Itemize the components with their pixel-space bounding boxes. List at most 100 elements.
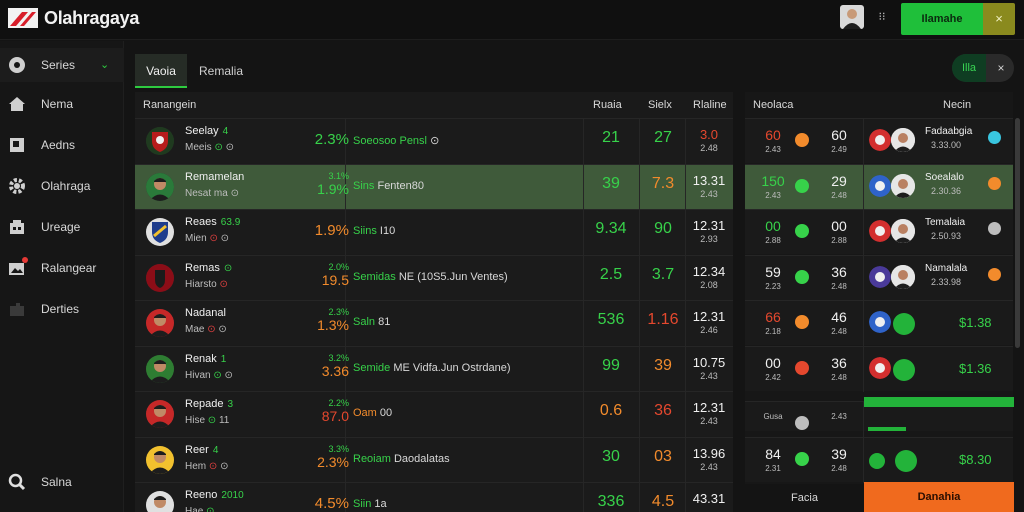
match-description[interactable]: Semide ME Vidfa.Jun Ostrdane) bbox=[353, 362, 511, 374]
value-col-3[interactable]: 12.31 2.43 bbox=[687, 400, 731, 426]
player-name[interactable]: Temalaia bbox=[925, 217, 966, 228]
value-col-2[interactable]: 1.16 bbox=[647, 311, 679, 328]
team-name[interactable]: Reaes 63.9 bbox=[185, 216, 240, 228]
odds-row[interactable]: 66 2.18 46 2.48 $1.38 bbox=[745, 300, 1013, 346]
value-col-1[interactable]: 2.5 bbox=[599, 265, 623, 283]
odds-away[interactable]: 46 2.48 bbox=[819, 309, 859, 336]
value-col-1[interactable]: 0.6 bbox=[599, 402, 623, 419]
sidebar-search[interactable]: Salna bbox=[0, 465, 124, 499]
odds-home[interactable]: 00 2.88 bbox=[755, 218, 791, 245]
table-row[interactable]: Seelay 4 Meeis ⊙ ⊙ 2.3% Soeosoo Pensl ⊙ 21 27 3… bbox=[135, 118, 733, 164]
match-description[interactable]: Saln 81 bbox=[353, 316, 390, 328]
value-col-1[interactable]: 21 bbox=[602, 129, 620, 146]
value-col-1[interactable]: 536 bbox=[597, 311, 625, 328]
odds-home[interactable]: 84 2.31 bbox=[755, 446, 791, 473]
right-header-right[interactable]: Necin bbox=[943, 99, 972, 111]
sidebar-item-ralangear[interactable]: Ralangear bbox=[0, 251, 124, 285]
odds-row[interactable]: 59 2.23 36 2.48 Namalala 2.33.98 bbox=[745, 254, 1013, 301]
team-name[interactable]: Remas ⊙ bbox=[185, 262, 232, 274]
odds-row[interactable]: 84 2.31 39 2.48 $8.30 bbox=[745, 436, 1013, 483]
price-value[interactable]: $8.30 bbox=[959, 451, 992, 467]
odds-away[interactable]: 39 2.48 bbox=[819, 446, 859, 473]
team-name[interactable]: Reeno 2010 bbox=[185, 489, 244, 501]
table-row[interactable]: Reaes 63.9 Mien ⊙ ⊙ 1.9% Siins I10 9.34 90 12.3… bbox=[135, 209, 733, 255]
sidebar-item-aedns[interactable]: Aedns bbox=[0, 128, 124, 162]
value-col-2[interactable]: 3.7 bbox=[651, 265, 675, 283]
odds-away[interactable]: 2.43 bbox=[819, 410, 859, 421]
value-col-3[interactable]: 43.31 bbox=[687, 491, 731, 506]
right-header-left[interactable]: Neolaca bbox=[753, 99, 794, 111]
table-row[interactable]: Remas ⊙ Hiarsto ⊙ 2.0% 19.5 Semidas NE (10S5… bbox=[135, 254, 733, 301]
value-col-3[interactable]: 13.96 2.43 bbox=[687, 446, 731, 472]
value-col-1[interactable]: 336 bbox=[597, 493, 625, 510]
col-header-v1[interactable]: Ruaia bbox=[593, 99, 622, 111]
close-icon[interactable]: × bbox=[997, 61, 1005, 75]
value-col-2[interactable]: 90 bbox=[654, 220, 672, 237]
match-description[interactable]: Siin 1a bbox=[353, 498, 387, 510]
filter-toggle[interactable]: Illa × bbox=[952, 54, 1014, 82]
team-name[interactable]: Reer 4 bbox=[185, 444, 218, 456]
value-col-2[interactable]: 27 bbox=[654, 129, 672, 146]
menu-dots-icon[interactable]: ⁝⁝ bbox=[878, 11, 886, 23]
close-icon[interactable]: × bbox=[983, 3, 1015, 35]
tab-secondary[interactable]: Remalia bbox=[198, 64, 243, 78]
sidebar-item-ureage[interactable]: Ureage bbox=[0, 210, 124, 244]
footer-primary-button[interactable]: Danahia bbox=[864, 482, 1014, 512]
value-col-3[interactable]: 10.75 2.43 bbox=[687, 355, 731, 381]
odds-away[interactable]: 00 2.88 bbox=[819, 218, 859, 245]
value-col-3[interactable]: 12.34 2.08 bbox=[687, 264, 731, 290]
value-col-3[interactable]: 13.31 2.43 bbox=[687, 173, 731, 199]
odds-home[interactable]: Gusa bbox=[755, 410, 791, 421]
odds-home[interactable]: 66 2.18 bbox=[755, 309, 791, 336]
odds-away[interactable]: 60 2.49 bbox=[819, 127, 859, 154]
team-name[interactable]: Seelay 4 bbox=[185, 125, 228, 137]
team-name[interactable]: Renak 1 bbox=[185, 353, 226, 365]
value-col-3[interactable]: 12.31 2.93 bbox=[687, 218, 731, 244]
odds-away[interactable]: 29 2.48 bbox=[819, 173, 859, 200]
team-name[interactable]: Repade 3 bbox=[185, 398, 233, 410]
price-value[interactable]: $1.38 bbox=[959, 315, 992, 330]
table-row[interactable]: Remamelan Nesat ma ⊙ 3.1% 1.9% Sins Fenten80… bbox=[135, 163, 733, 210]
user-avatar-icon[interactable] bbox=[840, 5, 864, 29]
team-name[interactable]: Nadanal bbox=[185, 307, 226, 319]
player-name[interactable]: Soealalo bbox=[925, 171, 964, 183]
odds-row[interactable]: 00 2.88 00 2.88 Temalaia 2.50.93 bbox=[745, 209, 1013, 255]
value-col-3[interactable]: 3.0 2.48 bbox=[687, 127, 731, 153]
odds-home[interactable]: 00 2.42 bbox=[755, 355, 791, 382]
table-row[interactable]: Reer 4 Hem ⊙ ⊙ 3.3% 2.3% Reoiam Daodalatas 30 0… bbox=[135, 436, 733, 483]
table-row[interactable]: Reeno 2010 Hae ⊙ 4.5% Siin 1a 336 4.5 43.31 bbox=[135, 482, 733, 512]
odds-home[interactable]: 59 2.23 bbox=[755, 264, 791, 291]
filter-toggle-label[interactable]: Illa bbox=[952, 54, 986, 82]
price-value[interactable]: $1.36 bbox=[959, 360, 992, 376]
primary-cta-button[interactable]: Ilamahe bbox=[901, 3, 983, 35]
odds-row[interactable]: 60 2.43 60 2.49 Fadaabgia 3.33.00 bbox=[745, 118, 1013, 164]
value-col-2[interactable]: 7.3 bbox=[651, 174, 675, 192]
value-col-1[interactable]: 99 bbox=[602, 356, 620, 374]
odds-away[interactable]: 36 2.48 bbox=[819, 264, 859, 291]
player-name[interactable]: Namalala bbox=[925, 262, 968, 274]
sidebar-item-home[interactable]: Nema bbox=[0, 87, 124, 121]
sidebar-item-derties[interactable]: Derties bbox=[0, 292, 124, 326]
sidebar-item-series[interactable]: Series ⌄ bbox=[0, 48, 124, 82]
odds-home[interactable]: 150 2.43 bbox=[755, 173, 791, 200]
match-description[interactable]: Soeosoo Pensl ⊙ bbox=[353, 134, 439, 147]
player-name[interactable]: Fadaabgia bbox=[925, 126, 973, 137]
odds-away[interactable]: 36 2.48 bbox=[819, 355, 859, 382]
match-description[interactable]: Semidas NE (10S5.Jun Ventes) bbox=[353, 271, 508, 283]
sidebar-item-olahraga[interactable]: Olahraga bbox=[0, 169, 124, 203]
value-col-2[interactable]: 39 bbox=[654, 356, 672, 374]
chevron-down-icon[interactable]: ⌄ bbox=[100, 59, 110, 71]
match-description[interactable]: Reoiam Daodalatas bbox=[353, 453, 450, 465]
odds-row[interactable]: 00 2.42 36 2.48 $1.36 bbox=[745, 345, 1013, 392]
match-description[interactable]: Sins Fenten80 bbox=[353, 180, 424, 192]
table-row[interactable]: Renak 1 Hivan ⊙ ⊙ 3.2% 3.36 Semide ME Vidfa.J… bbox=[135, 345, 733, 392]
brand-logo-icon[interactable] bbox=[8, 6, 38, 30]
value-col-1[interactable]: 39 bbox=[602, 174, 620, 192]
value-col-2[interactable]: 4.5 bbox=[651, 493, 675, 510]
footer-secondary-button[interactable]: Facia bbox=[745, 484, 864, 512]
col-header-name[interactable]: Ranangein bbox=[143, 99, 197, 111]
odds-home[interactable]: 60 2.43 bbox=[755, 127, 791, 154]
col-header-v2[interactable]: Sielx bbox=[648, 99, 672, 111]
scrollbar[interactable] bbox=[1015, 118, 1020, 348]
odds-row[interactable]: 150 2.43 29 2.48 Soealalo 2.30.36 bbox=[745, 163, 1013, 210]
